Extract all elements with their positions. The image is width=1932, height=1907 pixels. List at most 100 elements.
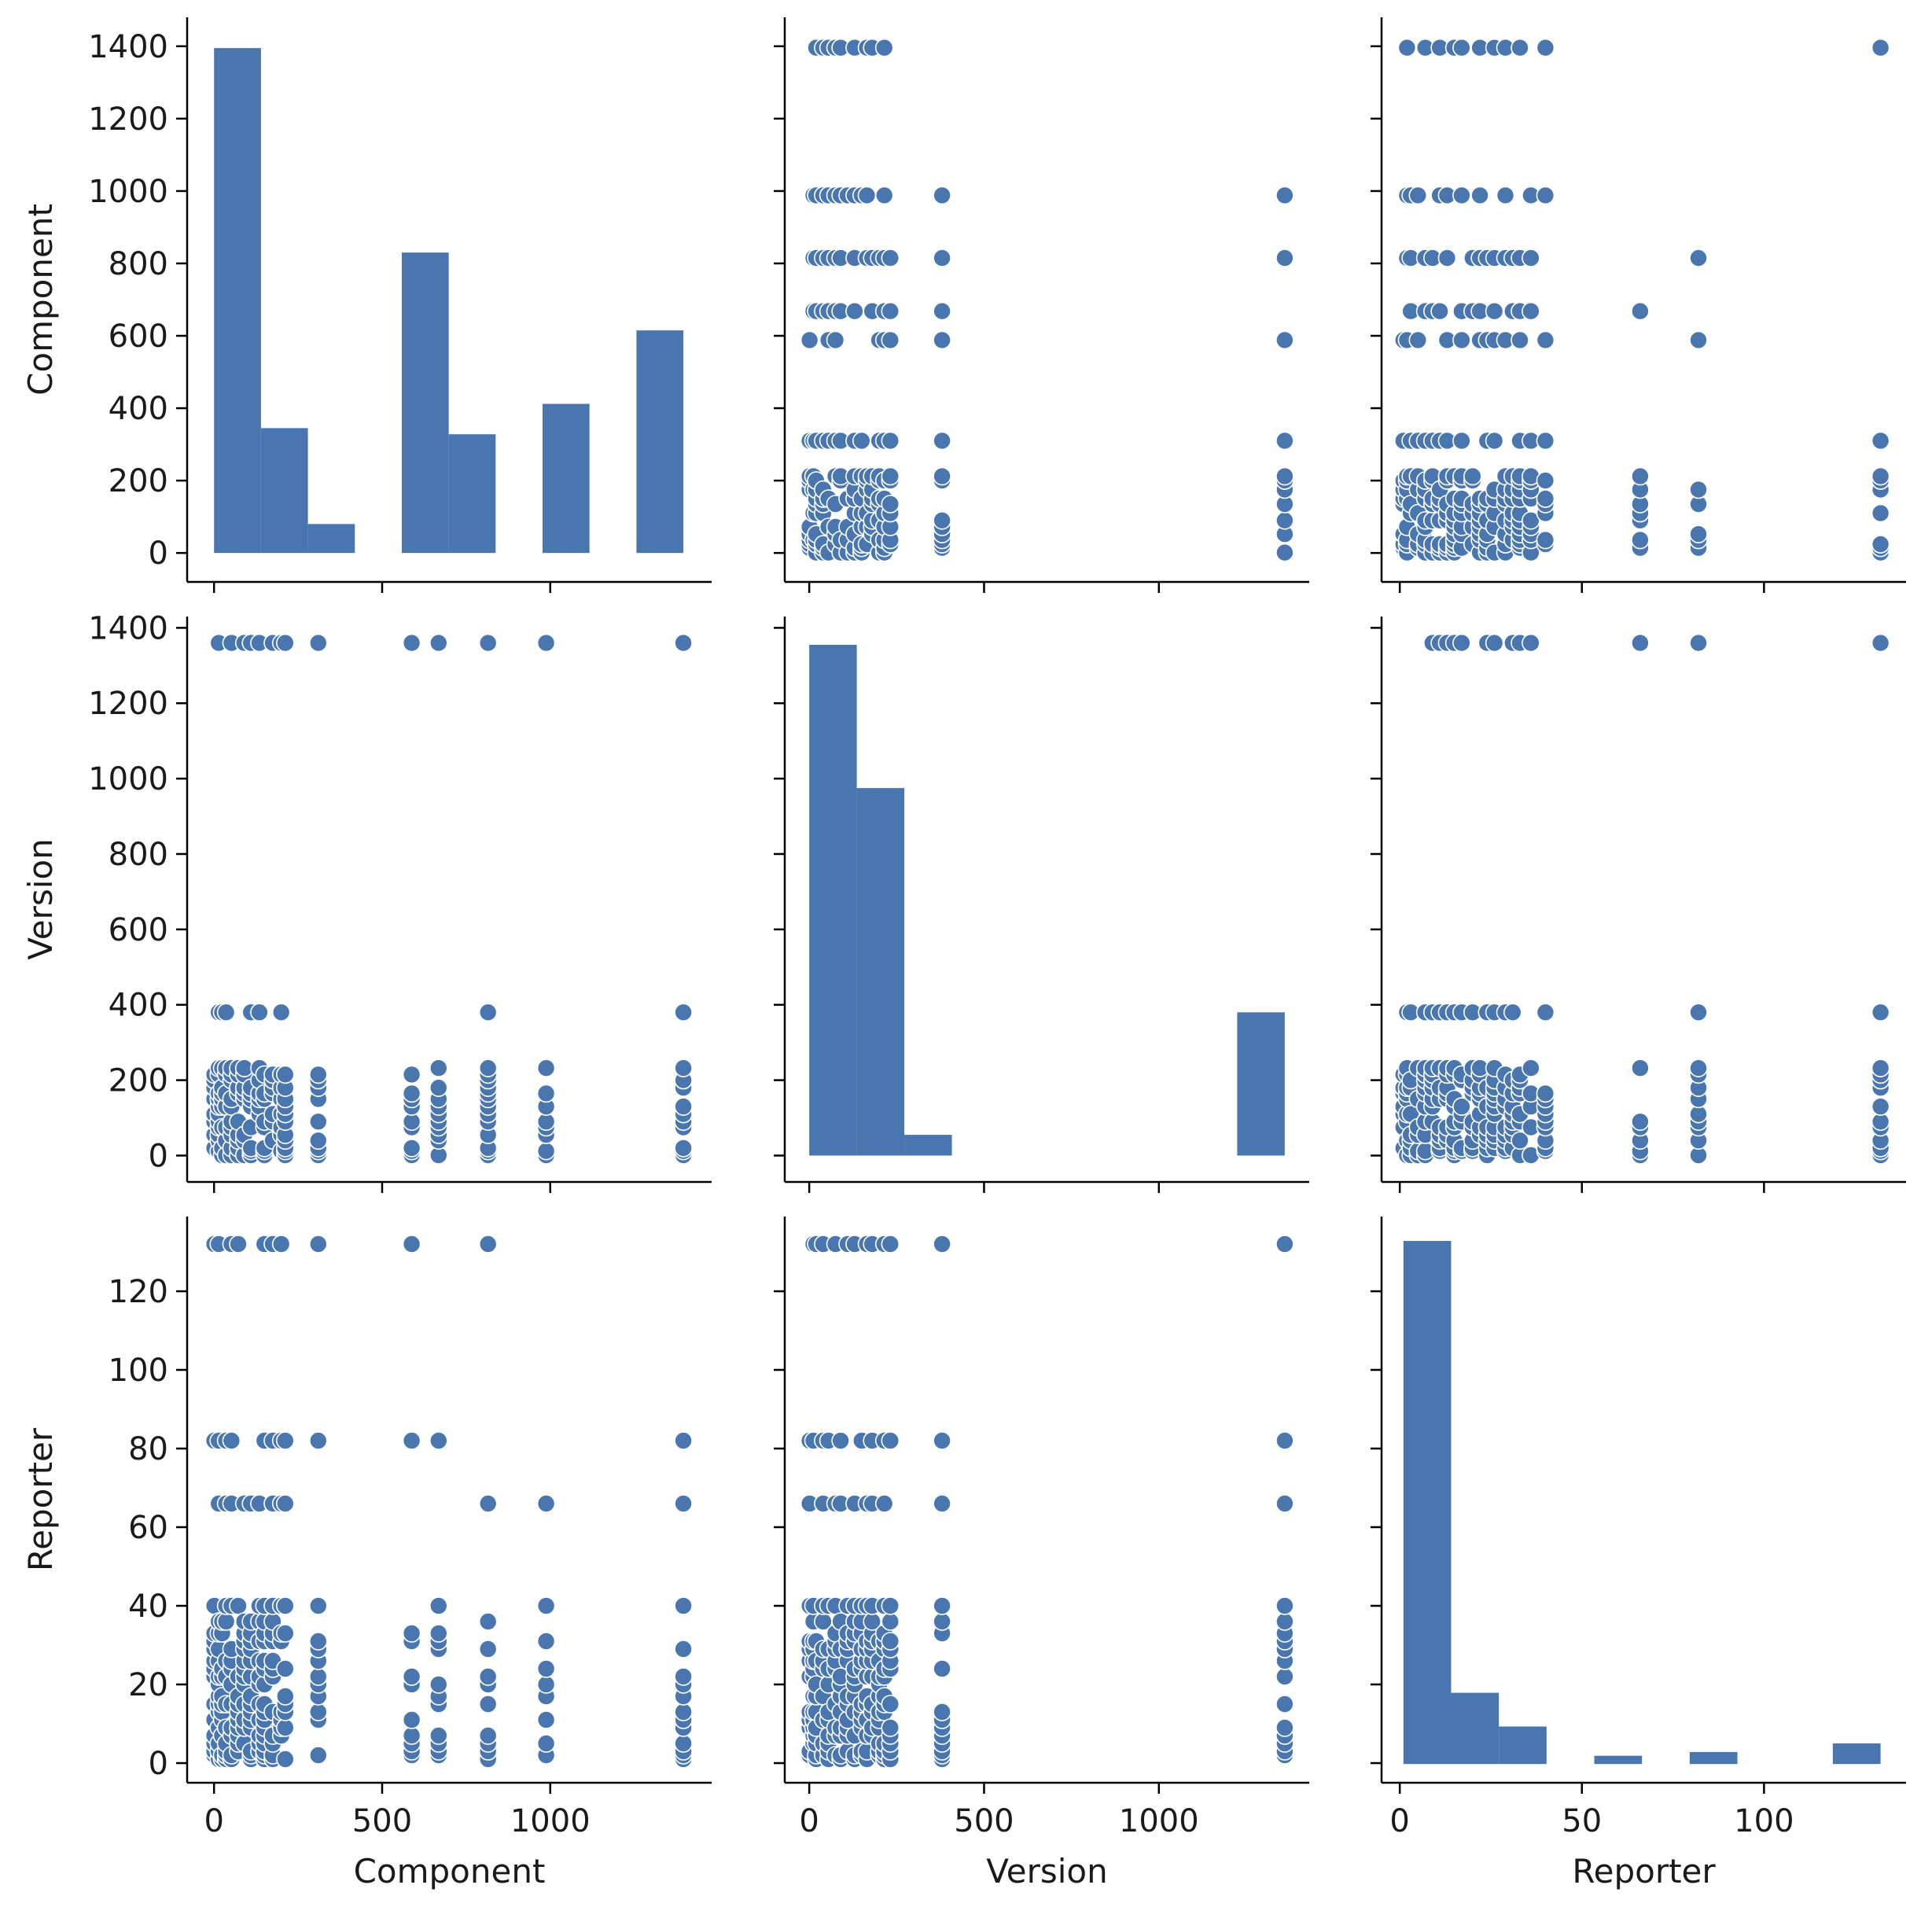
scatter-point [1275,1596,1294,1615]
scatter-point [536,1058,556,1077]
x-tick-label: 1000 [510,1803,591,1839]
scatter-point [275,1431,295,1450]
scatter-point [1511,1131,1529,1150]
scatter-point [1275,1695,1294,1714]
scatter-point [308,1632,328,1651]
scatter-point [478,1058,498,1077]
scatter-point [874,1494,894,1513]
x-tick-label: 0 [204,1803,223,1839]
y-tick-label: 1200 [88,686,168,722]
scatter-point [1275,1431,1294,1450]
x-tick-label: 1000 [1119,1803,1199,1839]
scatter-point [536,1494,556,1513]
scatter-point [1689,525,1708,544]
scatter-point [1689,248,1708,267]
scatter-point [1452,1097,1471,1116]
scatter-point [1689,1003,1708,1022]
scatter-point [1522,633,1540,653]
scatter-point [1536,489,1555,508]
scatter-point [1275,330,1294,350]
scatter-point [674,1003,693,1022]
scatter-point [478,1003,498,1022]
y-tick-label: 1000 [88,761,168,797]
y-tick-label: 0 [149,1746,168,1782]
scatter-point [536,633,556,653]
scatter-point [478,1667,498,1686]
scatter-point [881,1632,900,1651]
histogram-bar [260,428,308,554]
scatter-point [308,1703,328,1721]
scatter-point [881,495,900,514]
y-tick-label: 1000 [88,174,168,210]
scatter-point [1485,633,1504,653]
scatter-point [881,248,900,267]
scatter-point [429,633,448,653]
histogram-bar [809,644,857,1156]
panel-version-vs-component: 0 200 400 600 800 1000 1200 1400 [88,610,712,1193]
scatter-point [478,1726,498,1745]
scatter-point [1275,1494,1294,1513]
histogram-bar [856,788,905,1156]
scatter-point [933,1703,951,1721]
histogram-bar [448,434,496,554]
scatter-point [1536,38,1555,57]
scatter-point [402,1431,421,1450]
scatter-point [874,186,894,205]
scatter-point [674,1494,693,1513]
scatter-point [933,1494,951,1513]
scatter-point [1397,38,1417,57]
histogram-bar [214,48,261,554]
histogram-bar [1832,1743,1881,1765]
panel-component-vs-component: 0 200 400 600 800 1000 1200 1400 [88,17,712,593]
histogram-bar [1451,1692,1500,1765]
scatter-point [402,1710,421,1729]
scatter-point [881,466,900,486]
scatter-point [1631,1058,1650,1077]
scatter-point [1275,431,1294,451]
scatter-point [1631,633,1650,653]
y-tick-label: 600 [109,318,168,355]
scatter-point [216,1003,236,1022]
scatter-point [1871,38,1890,57]
scatter-point [674,633,693,653]
scatter-point [857,186,877,205]
scatter-point [1536,1003,1555,1022]
scatter-point [1631,1112,1650,1132]
scatter-point [1536,471,1555,490]
scatter-point [1275,1612,1294,1631]
scatter-point [933,248,951,267]
scatter-point [536,1659,556,1678]
y-axis-label: Component [21,204,60,396]
scatter-point [881,1431,900,1450]
histogram-bar [1403,1240,1452,1765]
scatter-point [1871,431,1890,451]
scatter-point [402,1235,421,1254]
scatter-point [402,1667,421,1686]
y-tick-label: 120 [109,1274,168,1310]
scatter-point [1871,535,1890,554]
scatter-point [1275,510,1294,530]
scatter-point [1452,330,1471,350]
scatter-point [1437,248,1457,267]
scatter-point [674,1139,693,1158]
x-tick-label: 0 [799,1803,819,1839]
y-tick-label: 800 [109,837,168,873]
scatter-point [1275,186,1294,205]
scatter-point [275,1750,295,1769]
scatter-point [222,1431,241,1450]
scatter-point [1522,301,1540,321]
scatter-point [874,38,894,57]
scatter-point [308,1112,328,1132]
scatter-point [402,1084,421,1103]
scatter-point [1452,186,1471,205]
y-tick-label: 20 [128,1667,168,1703]
scatter-point [852,431,871,451]
scatter-point [402,1065,421,1084]
scatter-point [275,1596,295,1615]
scatter-point [933,466,951,486]
scatter-point [881,431,900,451]
scatter-point [1871,633,1890,653]
scatter-point [229,1596,248,1615]
scatter-point [1408,330,1428,350]
scatter-point [674,1596,693,1615]
